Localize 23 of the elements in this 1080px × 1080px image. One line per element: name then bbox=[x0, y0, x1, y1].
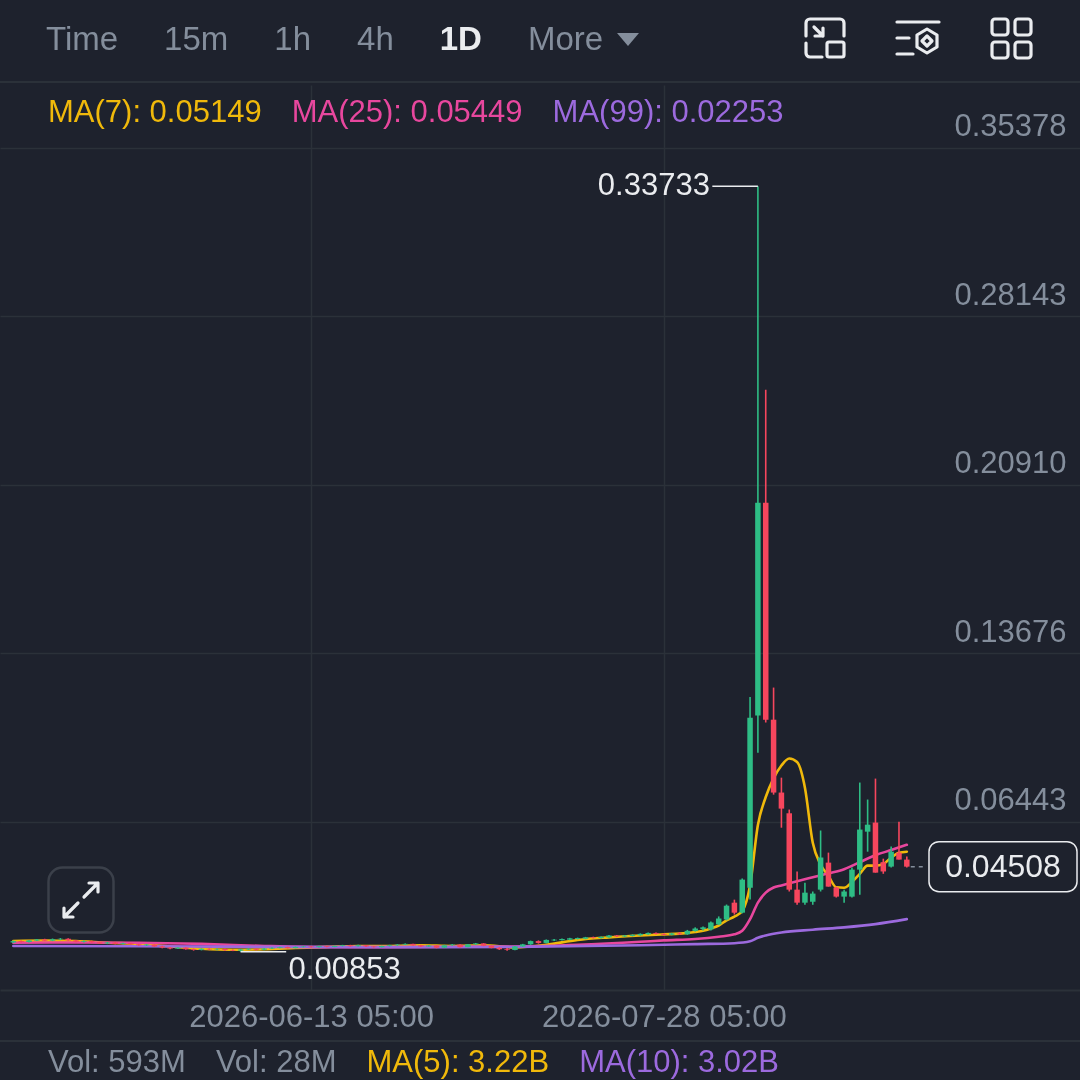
text: 4h bbox=[357, 19, 394, 59]
text: 15m bbox=[164, 19, 229, 59]
text: MA(99): 0.02253 bbox=[552, 94, 784, 130]
text: Time bbox=[46, 19, 119, 59]
annotation: 0.00853 bbox=[288, 950, 401, 986]
text: MA(5): 3.22B bbox=[366, 1043, 550, 1080]
text: 1h bbox=[274, 19, 312, 59]
x-tick-label: 2026-07-28 05:00 bbox=[541, 998, 787, 1034]
x-tick-label: 2026-06-13 05:00 bbox=[189, 998, 435, 1034]
text: More bbox=[527, 19, 604, 59]
text: MA(7): 0.05149 bbox=[48, 94, 262, 130]
y-tick-label: 0.28143 bbox=[954, 276, 1067, 312]
text: MA(25): 0.05449 bbox=[291, 94, 523, 130]
y-tick-label: 0.35378 bbox=[954, 108, 1067, 144]
y-tick-label: 0.20910 bbox=[954, 445, 1067, 481]
text: 1D bbox=[439, 19, 482, 59]
annotation: 0.04508 bbox=[945, 847, 1061, 884]
text: Vol: 593M bbox=[48, 1043, 186, 1080]
text: MA(10): 3.02B bbox=[579, 1043, 779, 1080]
y-tick-label: 0.13676 bbox=[954, 613, 1067, 649]
y-tick-label: 0.06443 bbox=[954, 782, 1067, 818]
annotation: 0.33733 bbox=[597, 167, 710, 203]
text: Vol: 28M bbox=[215, 1043, 337, 1080]
